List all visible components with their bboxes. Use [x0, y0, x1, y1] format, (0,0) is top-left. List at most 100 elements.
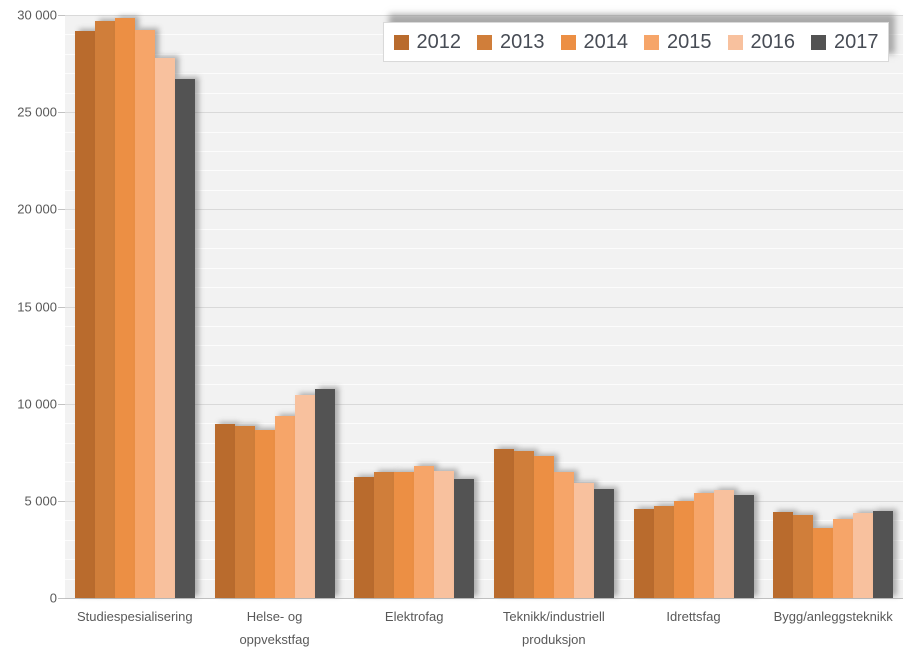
y-tick-mark [58, 403, 65, 405]
legend: 2012 2013 2014 2015 2016 2017 [383, 22, 889, 62]
bar-2013[interactable] [234, 426, 255, 598]
y-tick-mark [58, 209, 65, 211]
minor-gridline [65, 578, 903, 580]
legend-item-2014[interactable]: 2014 [560, 31, 628, 54]
bar-2016[interactable] [154, 57, 175, 598]
minor-gridline [65, 559, 903, 561]
bar-2017[interactable] [593, 489, 614, 598]
y-tick-mark [58, 500, 65, 502]
legend-swatch-icon [811, 34, 826, 50]
bar-2015[interactable] [553, 471, 574, 598]
minor-gridline [65, 73, 903, 75]
bar-2016[interactable] [713, 490, 734, 598]
bar-groups [65, 15, 903, 598]
legend-swatch-icon [727, 34, 743, 50]
y-tick-mark [58, 306, 65, 308]
bar-2012[interactable] [214, 424, 235, 598]
x-category-label: Elektrofag [384, 609, 444, 624]
x-category-label: Studiespesialisering [77, 609, 193, 624]
minor-gridline [65, 539, 903, 541]
bar-2016[interactable] [853, 513, 874, 598]
legend-swatch-icon [393, 34, 409, 50]
bar-2017[interactable] [733, 495, 754, 598]
bar-2017[interactable] [174, 79, 195, 598]
bar-2013[interactable] [653, 505, 674, 598]
minor-gridline [65, 384, 903, 386]
minor-gridline [65, 131, 903, 133]
minor-gridline [65, 423, 903, 425]
bar-2014[interactable] [673, 500, 694, 598]
minor-gridline [65, 92, 903, 94]
bar-2017[interactable] [454, 478, 475, 598]
x-category-label: Helse- og oppvekstfag [239, 609, 310, 647]
minor-gridline [65, 248, 903, 250]
legend-item-2012[interactable]: 2012 [393, 30, 462, 54]
bar-2017[interactable] [873, 510, 894, 598]
legend-label: 2013 [500, 30, 545, 53]
minor-gridline [65, 325, 903, 327]
bar-2015[interactable] [274, 416, 295, 598]
bar-2012[interactable] [354, 476, 375, 598]
y-tick-label: 20 000 [17, 201, 57, 217]
bar-2014[interactable] [533, 456, 554, 598]
legend-item-2015[interactable]: 2015 [644, 31, 712, 54]
bar-2014[interactable] [254, 429, 275, 598]
legend-label: 2015 [667, 30, 712, 53]
y-tick-label: 30 000 [17, 7, 57, 23]
bar-2014[interactable] [813, 528, 834, 598]
bar-2015[interactable] [414, 465, 435, 598]
bar-2012[interactable] [633, 508, 654, 598]
y-tick-label: 10 000 [17, 396, 57, 412]
minor-gridline [65, 345, 903, 347]
y-tick-label: 15 000 [17, 299, 57, 314]
y-tick-label: 0 [49, 590, 57, 606]
legend-item-2013[interactable]: 2013 [477, 31, 545, 54]
minor-gridline [65, 520, 903, 522]
bar-2014[interactable] [394, 471, 415, 598]
bar-group [763, 15, 903, 598]
y-tick-label: 5 000 [24, 493, 57, 509]
y-tick-mark [58, 112, 65, 114]
bar-2015[interactable] [693, 493, 714, 598]
legend-label: 2016 [750, 30, 796, 53]
legend-swatch-icon [644, 34, 659, 50]
bar-group [484, 15, 624, 598]
minor-gridline [65, 442, 903, 444]
minor-gridline [65, 287, 903, 289]
legend-swatch-icon [560, 34, 576, 50]
minor-gridline [65, 481, 903, 483]
legend-swatch-icon [477, 34, 492, 50]
y-tick-label: 25 000 [17, 104, 57, 120]
bar-2013[interactable] [94, 20, 115, 598]
major-gridline [65, 209, 903, 211]
bar-2013[interactable] [793, 515, 814, 598]
major-gridline [65, 500, 903, 502]
x-category-label: Teknikk/industriell produksjon [502, 609, 605, 647]
bar-2013[interactable] [374, 471, 395, 598]
x-category-label: Bygg/anleggsteknikk [773, 609, 893, 624]
bar-2016[interactable] [294, 394, 315, 598]
bar-2017[interactable] [314, 389, 335, 598]
bar-2012[interactable] [74, 30, 95, 598]
legend-item-2017[interactable]: 2017 [811, 31, 879, 54]
bar-2012[interactable] [773, 511, 794, 598]
legend-item-2016[interactable]: 2016 [727, 30, 796, 54]
bar-2014[interactable] [114, 17, 135, 598]
bar-2016[interactable] [573, 483, 594, 598]
legend-label: 2012 [416, 30, 462, 53]
bar-2013[interactable] [513, 451, 534, 598]
bar-2015[interactable] [833, 519, 854, 598]
minor-gridline [65, 364, 903, 366]
y-axis: 0 5 000 10 000 15 000 20 000 25 000 30 000 [0, 8, 57, 606]
bar-2016[interactable] [434, 470, 455, 598]
y-tick-mark [58, 598, 65, 599]
bar-2012[interactable] [493, 449, 514, 598]
x-axis-labels: Studiespesialisering Helse- og oppvekstfa… [65, 605, 903, 651]
bar-group [65, 15, 205, 598]
bar-group [205, 15, 345, 598]
bar-2015[interactable] [134, 29, 155, 598]
minor-gridline [65, 189, 903, 191]
major-gridline [65, 15, 903, 16]
x-category-label: Idrettsfag [666, 609, 721, 624]
